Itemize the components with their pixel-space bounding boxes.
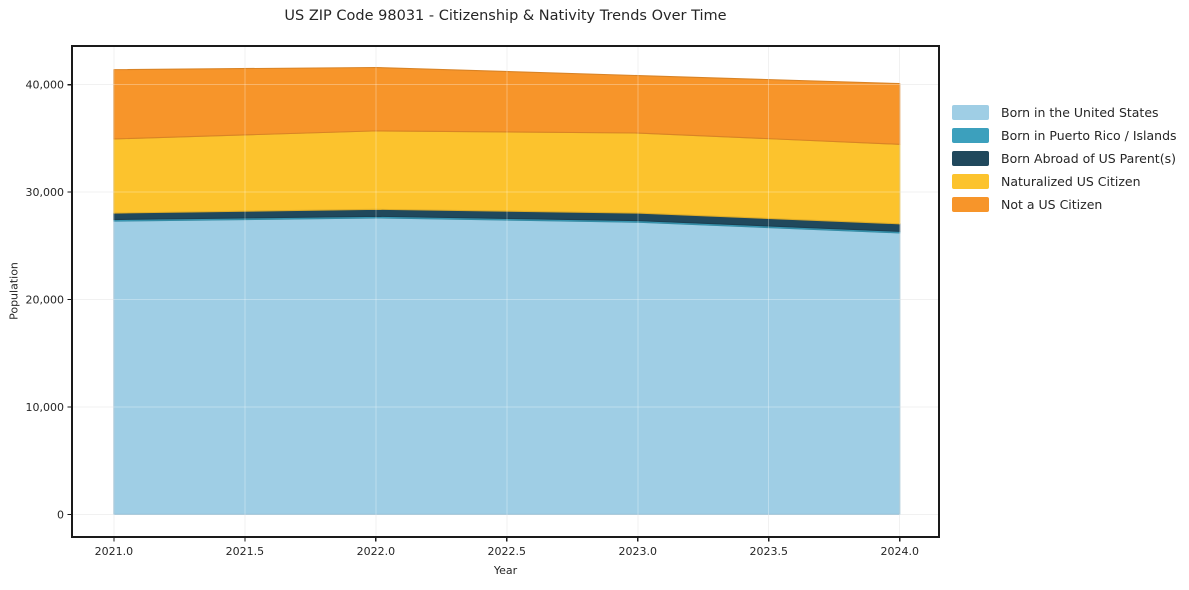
y-axis-label: Population [7,262,21,320]
plot-spine [71,45,940,538]
legend-item: Naturalized US Citizen [952,173,1177,189]
y-tick-label: 40,000 [26,79,65,92]
legend-swatch [952,104,989,120]
legend-swatch [952,196,989,212]
y-tick-label: 10,000 [26,401,65,414]
legend-item: Born in Puerto Rico / Islands [952,127,1177,143]
legend-swatch [952,127,989,143]
x-tick-label: 2023.0 [619,545,658,558]
legend-item: Born in the United States [952,104,1177,120]
legend-label: Born in Puerto Rico / Islands [1001,127,1177,143]
legend-label: Born Abroad of US Parent(s) [1001,150,1176,166]
y-tick-label: 20,000 [26,294,65,307]
legend-label: Naturalized US Citizen [1001,173,1141,189]
x-tick-label: 2021.5 [226,545,265,558]
legend: Born in the United States Born in Puerto … [952,104,1177,212]
x-axis-label: Year [493,564,518,577]
y-tick-label: 30,000 [26,186,65,199]
legend-label: Not a US Citizen [1001,196,1103,212]
legend-item: Not a US Citizen [952,196,1177,212]
x-tick-label: 2023.5 [749,545,788,558]
chart-title: US ZIP Code 98031 - Citizenship & Nativi… [284,8,727,24]
legend-label: Born in the United States [1001,104,1159,120]
legend-swatch [952,173,989,189]
area-not-a-us-citizen [113,66,901,145]
legend-item: Born Abroad of US Parent(s) [952,150,1177,166]
x-tick-label: 2021.0 [95,545,134,558]
x-tick-label: 2024.0 [880,545,919,558]
x-tick-label: 2022.0 [357,545,396,558]
y-tick-label: 0 [57,508,64,521]
legend-swatch [952,150,989,166]
x-tick-label: 2022.5 [488,545,527,558]
